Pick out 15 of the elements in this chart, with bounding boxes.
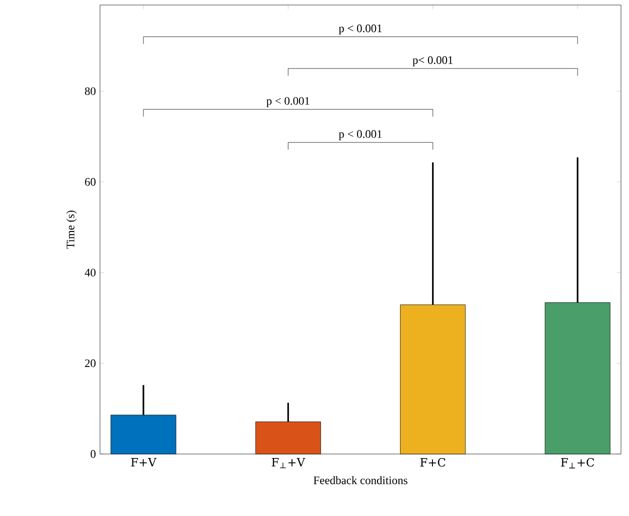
y-tick-label: 60 [85,178,96,186]
x-tick-label: F+V [131,458,156,466]
annotation: p < 0.001 [338,24,382,35]
y-tick-label: 0 [90,450,96,458]
x-axis-title: Feedback conditions [314,476,408,484]
x-tick-label: F$_{⊥}$+V [272,458,306,468]
x-tick-label: F$_{⊥}$+C [561,458,594,468]
y-tick-label: 20 [85,359,96,368]
annotation: p < 0.001 [266,97,310,108]
y-axis-title: Time (s) [66,210,77,249]
annotation: p < 0.001 [338,130,382,140]
y-tick-label: 40 [84,268,96,276]
y-tick-label: 80 [84,87,96,96]
x-tick-label: F+C [420,458,446,467]
annotation: p< 0.001 [412,56,453,66]
